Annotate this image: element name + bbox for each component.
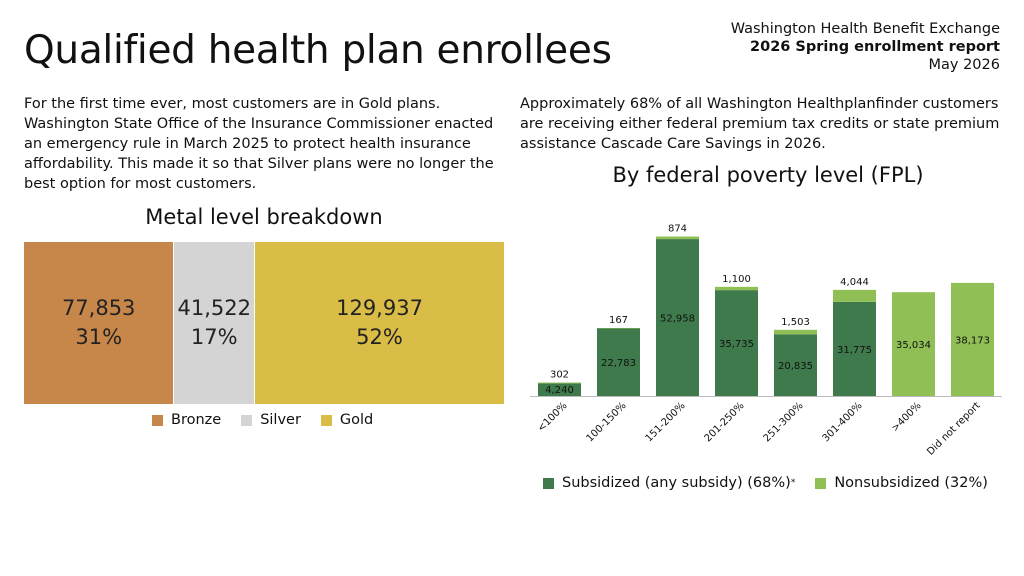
fpl-chart: 4,240 302 <100% 22,783 167 100-150% 52,958 874 1… (530, 223, 1002, 458)
bar-nonsubsidized (951, 282, 994, 396)
metal-percent-label: 31% (75, 325, 123, 349)
legend-label: Gold (339, 412, 374, 428)
data-label-subsidized: 35,735 (719, 339, 754, 350)
bar-subsidized (597, 328, 640, 396)
metal-legend: Bronze Silver Gold (152, 412, 393, 428)
org-name: Washington Health Benefit Exchange (730, 21, 1000, 37)
legend-swatch (152, 414, 163, 426)
legend-label: Nonsubsidized (32%) (834, 475, 988, 491)
data-label-subsidized: 20,835 (778, 361, 813, 372)
data-label-nonsubsidized: 874 (668, 223, 687, 234)
x-tick-label: >400% (890, 400, 924, 434)
bar-subsidized (656, 239, 699, 396)
intro-text-left: For the first time ever, most customers … (24, 96, 494, 192)
data-label-nonsubsidized: 4,044 (840, 277, 869, 288)
x-tick-label: 301-400% (821, 400, 865, 444)
data-label-nonsubsidized: 1,503 (781, 317, 810, 328)
legend-swatch (241, 414, 253, 426)
bar-nonsubsidized (892, 292, 935, 396)
fpl-chart-title: By federal poverty level (FPL) (612, 163, 924, 187)
bar-subsidized (774, 334, 817, 396)
legend-item-nonsubsidized: Nonsubsidized (32%) (815, 475, 988, 491)
bar-nonsubsidized (715, 286, 758, 291)
data-label-nonsubsidized: 167 (609, 315, 628, 326)
metal-percent-label: 52% (356, 325, 403, 349)
data-label-nonsubsidized: 38,173 (955, 335, 990, 346)
data-label-subsidized: 22,783 (601, 358, 636, 369)
data-label-subsidized: 52,958 (660, 314, 695, 325)
fpl-legend: Subsidized (any subsidy) (68%) * Nonsubsid… (543, 475, 1008, 491)
bar-subsidized (538, 383, 581, 396)
metal-percent-label: 17% (190, 325, 238, 349)
metal-segment-gold: 129,937 52% (255, 242, 504, 404)
metal-level-bar: 77,853 31% 41,522 17% 129,937 52% (24, 242, 504, 404)
intro-text-right: Approximately 68% of all Washington Heal… (520, 96, 1000, 152)
data-label-nonsubsidized: 1,100 (722, 274, 751, 285)
x-tick-label: <100% (536, 400, 570, 434)
legend-item-gold: Gold (320, 412, 374, 428)
metal-value-label: 41,522 (177, 296, 251, 320)
x-tick-label: 100-150% (585, 400, 629, 444)
metal-chart-title: Metal level breakdown (145, 205, 383, 229)
legend-item-bronze: Bronze (152, 412, 221, 428)
legend-label: Subsidized (any subsidy) (68%) (562, 475, 791, 491)
bar-nonsubsidized (774, 329, 817, 335)
x-tick-label: 151-200% (644, 400, 688, 444)
legend-label: Bronze (171, 412, 222, 428)
x-tick-label: 251-300% (762, 400, 806, 444)
x-tick-label: 201-250% (703, 400, 747, 444)
x-tick-label: Did not report (925, 400, 982, 457)
legend-swatch (320, 414, 332, 426)
data-label-nonsubsidized: 35,034 (896, 340, 931, 351)
metal-segment-silver: 41,522 17% (174, 242, 256, 404)
data-label-nonsubsidized: 302 (550, 370, 569, 381)
page-title: Qualified health plan enrollees (24, 28, 612, 73)
legend-label: Silver (260, 412, 301, 428)
bar-nonsubsidized (538, 382, 581, 384)
metal-value-label: 77,853 (61, 296, 136, 320)
data-label-subsidized: 4,240 (545, 385, 574, 396)
report-header: Washington Health Benefit Exchange 2026 … (731, 20, 1000, 74)
legend-item-subsidized: Subsidized (any subsidy) (68%) * (543, 475, 795, 491)
legend-swatch (815, 477, 827, 489)
legend-swatch (543, 477, 554, 489)
report-name: 2026 Spring enrollment report (750, 39, 1000, 55)
report-date: May 2026 (928, 57, 1001, 73)
bar-subsidized (833, 301, 876, 396)
legend-item-silver: Silver (241, 412, 301, 428)
legend-footnote-marker: * (790, 478, 796, 488)
bar-subsidized (715, 290, 758, 396)
bar-nonsubsidized (656, 236, 699, 240)
data-label-subsidized: 31,775 (837, 345, 872, 356)
metal-value-label: 129,937 (336, 296, 423, 320)
bar-nonsubsidized (833, 289, 876, 302)
metal-segment-bronze: 77,853 31% (24, 242, 175, 404)
